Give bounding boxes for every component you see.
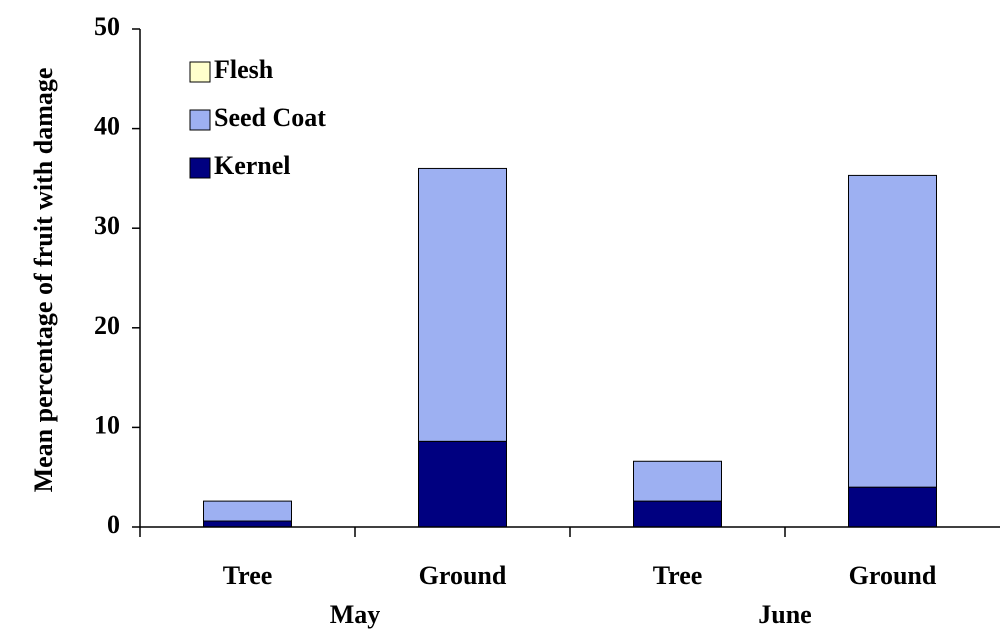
bar-segment: [203, 500, 292, 522]
x-tick-label: Tree: [653, 561, 703, 590]
legend-label: Flesh: [214, 55, 274, 84]
y-axis-label: Mean percentage of fruit with damage: [29, 68, 58, 493]
bar-segment: [633, 460, 722, 502]
y-tick-label: 30: [94, 211, 120, 240]
bar-segment: [418, 167, 507, 442]
legend-swatch: [189, 61, 211, 83]
y-tick-label: 10: [94, 410, 120, 439]
legend-label: Seed Coat: [214, 103, 326, 132]
y-tick-label: 20: [94, 311, 120, 340]
bar-segment: [848, 486, 937, 528]
legend-label: Kernel: [214, 151, 291, 180]
group-label: June: [758, 600, 811, 629]
x-tick-label: Tree: [223, 561, 273, 590]
x-tick-label: Ground: [849, 561, 937, 590]
y-tick-label: 50: [94, 12, 120, 41]
legend-swatch: [189, 109, 211, 131]
bar-segment: [848, 174, 937, 488]
bar-segment: [203, 520, 292, 528]
legend-swatch: [189, 157, 211, 179]
bar-segment: [418, 440, 507, 528]
y-tick-label: 40: [94, 112, 120, 141]
x-tick-label: Ground: [419, 561, 507, 590]
bar-segment: [633, 500, 722, 528]
group-label: May: [330, 600, 381, 629]
y-tick-label: 0: [107, 510, 120, 539]
